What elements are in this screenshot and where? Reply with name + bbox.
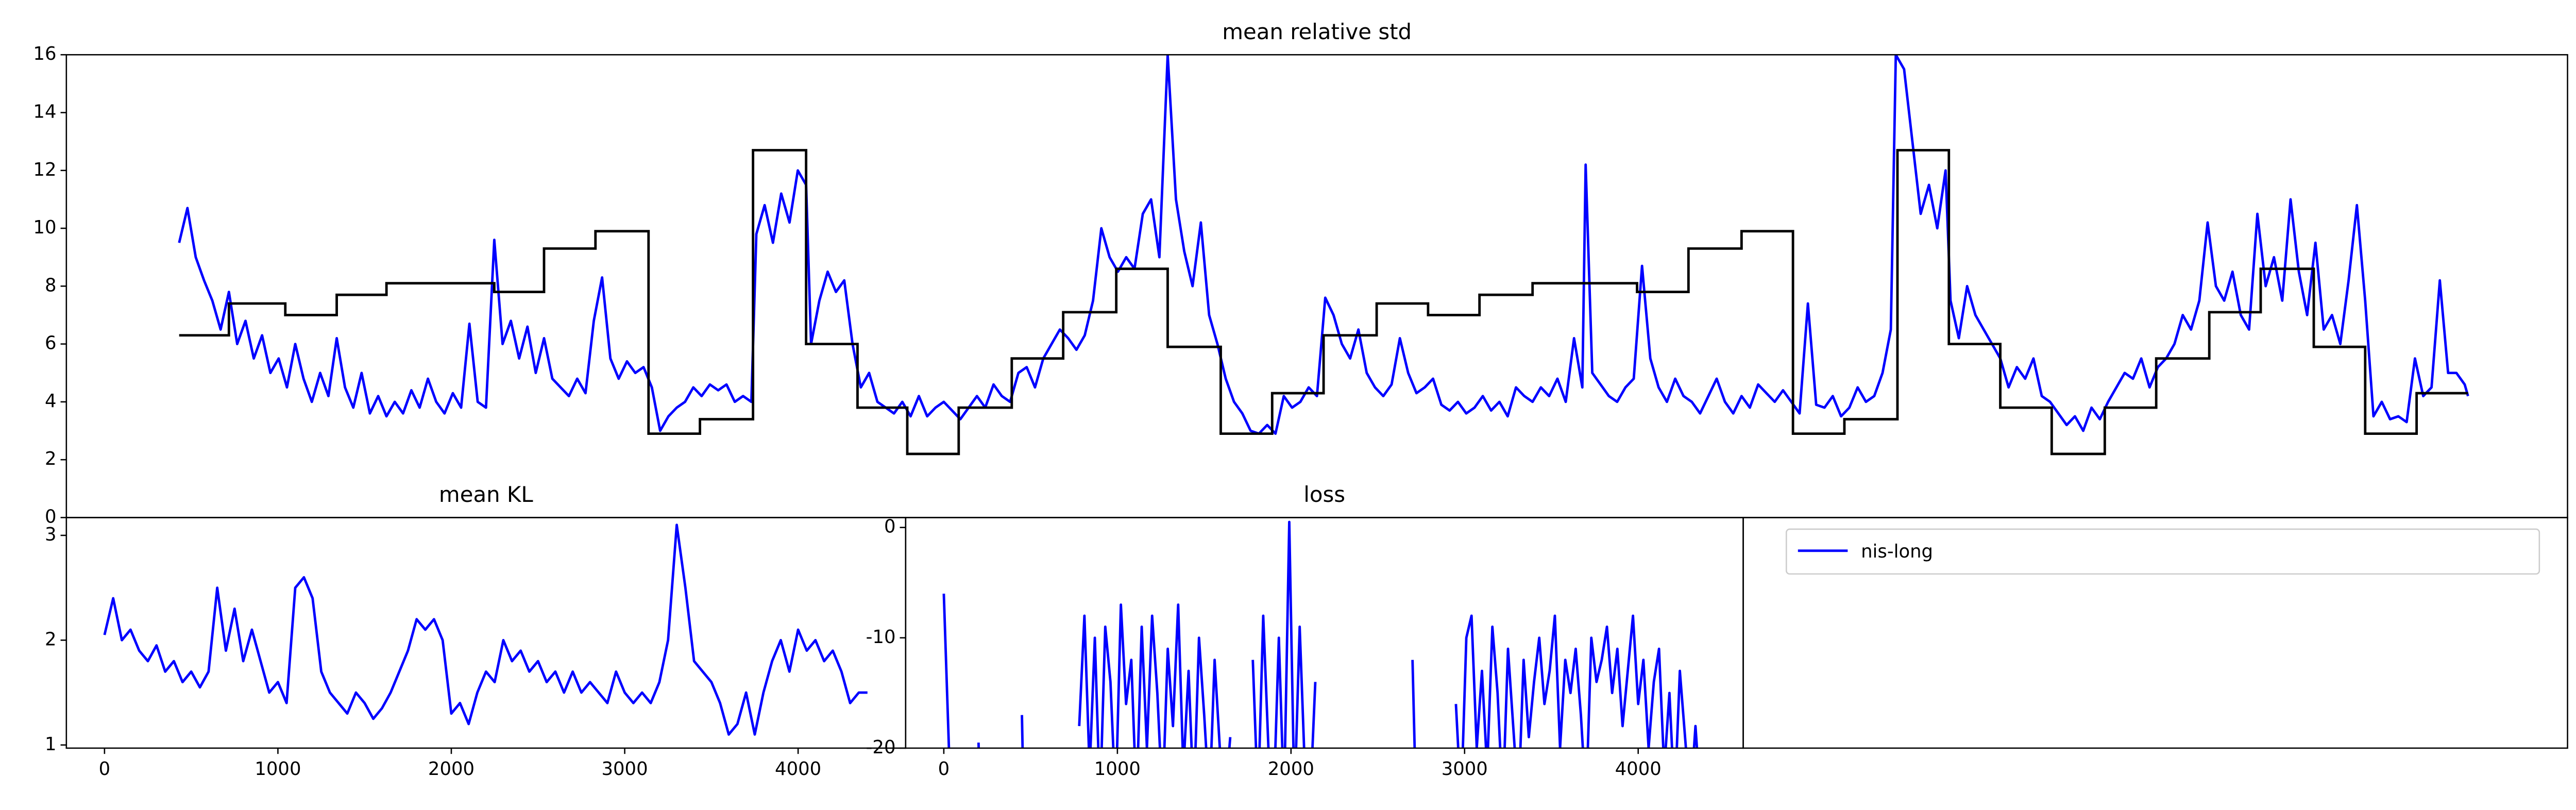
- chart-title: mean relative std: [1222, 19, 1412, 44]
- y-tick-label: -10: [866, 627, 896, 648]
- y-tick-label: 0: [884, 516, 896, 537]
- x-tick-label: 4000: [775, 758, 821, 780]
- x-tick-label: 2000: [1268, 758, 1314, 780]
- axes-frame: [905, 517, 1744, 749]
- y-tick-label: 6: [45, 333, 57, 354]
- legend-label: nis-long: [1861, 541, 1933, 562]
- y-tick-label: 12: [33, 159, 56, 180]
- y-tick-label: 16: [33, 43, 56, 64]
- x-tick-label: 1000: [255, 758, 301, 780]
- y-tick-label: 10: [33, 217, 56, 238]
- data-line: [1078, 603, 1232, 748]
- axes-frame: [65, 54, 2568, 518]
- axes-frame: [65, 517, 907, 749]
- x-tick-label: 1000: [1094, 758, 1141, 780]
- y-tick-label: 1: [45, 734, 57, 755]
- legend: nis-long: [1785, 528, 2540, 575]
- chart-title: mean KL: [439, 482, 533, 507]
- x-tick-label: 4000: [1615, 758, 1662, 780]
- data-line: [1411, 660, 1416, 748]
- x-tick-label: 3000: [602, 758, 648, 780]
- y-tick-label: 0: [45, 506, 57, 527]
- y-tick-label: -20: [866, 737, 896, 758]
- data-line: [103, 524, 868, 736]
- x-tick-label: 2000: [428, 758, 474, 780]
- y-tick-label: 8: [45, 275, 57, 296]
- x-tick-label: 0: [99, 758, 111, 780]
- x-tick-label: 3000: [1442, 758, 1488, 780]
- y-tick-label: 2: [45, 629, 57, 650]
- data-line: [1021, 715, 1024, 748]
- y-tick-label: 2: [45, 448, 57, 469]
- y-tick-label: 4: [45, 391, 57, 412]
- data-line: [942, 594, 951, 748]
- chart-title: loss: [1303, 482, 1345, 507]
- data-line: [977, 742, 980, 748]
- legend-box: [1785, 528, 2540, 575]
- data-line: [1454, 614, 1699, 748]
- y-tick-label: 14: [33, 102, 56, 123]
- data-line: [178, 55, 2469, 435]
- step-line: [179, 149, 2468, 455]
- x-tick-label: 0: [938, 758, 950, 780]
- y-tick-label: 3: [45, 524, 57, 545]
- data-line: [1251, 520, 1317, 748]
